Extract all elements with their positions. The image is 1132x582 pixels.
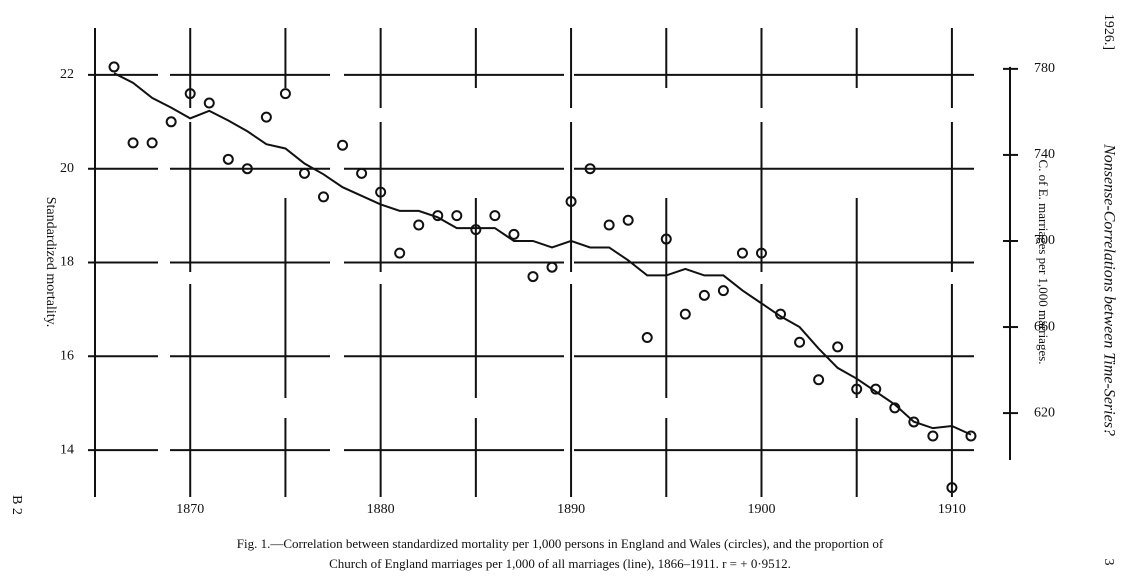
data-point	[813, 374, 825, 386]
data-point	[127, 137, 139, 149]
data-point	[794, 336, 806, 348]
signature: B 2	[9, 495, 24, 515]
y2-tick-label: 740	[1034, 147, 1055, 162]
data-point	[660, 233, 672, 245]
y-tick-label: 18	[60, 255, 74, 270]
data-point	[108, 61, 120, 73]
data-point	[565, 196, 577, 208]
data-point	[603, 219, 615, 231]
y2-tick-label: 780	[1034, 61, 1055, 76]
data-point	[927, 430, 939, 442]
data-point	[318, 191, 330, 203]
data-line	[113, 72, 972, 436]
x-tick-label: 1870	[176, 502, 204, 517]
y2-tick-label: 660	[1034, 319, 1055, 334]
data-point	[394, 247, 406, 259]
y-tick-label: 20	[60, 161, 74, 176]
data-point	[584, 163, 596, 175]
y-tick-label: 16	[60, 349, 74, 364]
data-point	[356, 167, 368, 179]
data-point	[965, 430, 977, 442]
data-point	[451, 210, 463, 222]
data-point	[241, 163, 253, 175]
data-point	[413, 219, 425, 231]
data-point	[489, 210, 501, 222]
running-title: Nonsense-Correlations between Time-Serie…	[1100, 143, 1117, 436]
data-point	[908, 416, 920, 428]
data-point	[717, 285, 729, 297]
y-tick-label: 14	[60, 442, 74, 457]
x-tick-label: 1880	[367, 502, 395, 517]
data-point	[546, 261, 558, 273]
data-point	[946, 482, 958, 494]
y2-tick-label: 620	[1034, 405, 1055, 420]
data-point	[679, 308, 691, 320]
y2-tick-label: 700	[1034, 233, 1055, 248]
y-axis-label: Standardized mortality.	[43, 197, 58, 328]
data-point	[508, 228, 520, 240]
data-point	[337, 139, 349, 151]
x-tick-label: 1900	[747, 502, 775, 517]
data-point	[260, 111, 272, 123]
y2-axis-label: C. of E. marriages per 1,000 marriages.	[1036, 159, 1051, 364]
data-point	[832, 341, 844, 353]
data-point	[375, 186, 387, 198]
data-point	[527, 271, 539, 283]
page-header: 1926.]	[1101, 14, 1116, 50]
data-point	[184, 88, 196, 100]
data-point	[736, 247, 748, 259]
y-tick-label: 22	[60, 67, 74, 82]
caption-line: Church of England marriages per 1,000 of…	[329, 556, 791, 571]
data-point	[165, 116, 177, 128]
data-point	[470, 224, 482, 236]
data-point	[622, 214, 634, 226]
data-point	[203, 97, 215, 109]
data-point	[298, 167, 310, 179]
data-point	[222, 153, 234, 165]
caption-line: Fig. 1.—Correlation between standardized…	[237, 536, 884, 551]
data-point	[279, 88, 291, 100]
x-tick-label: 1890	[557, 502, 585, 517]
data-point	[851, 383, 863, 395]
page-number: 3	[1101, 559, 1116, 566]
data-point	[641, 332, 653, 344]
data-point	[698, 289, 710, 301]
x-tick-label: 1910	[938, 502, 966, 517]
data-point	[146, 137, 158, 149]
data-point	[755, 247, 767, 259]
